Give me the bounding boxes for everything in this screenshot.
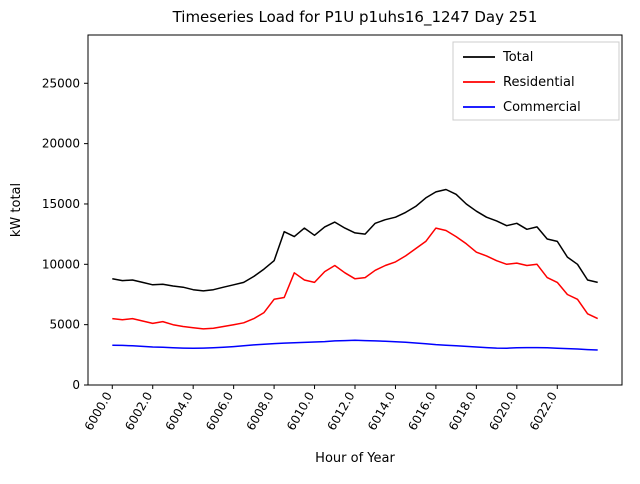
- series-line-residential: [112, 227, 599, 330]
- x-tick-label: 6018.0: [446, 390, 479, 433]
- x-tick-label: 6000.0: [82, 390, 115, 433]
- chart-title: Timeseries Load for P1U p1uhs16_1247 Day…: [172, 8, 538, 27]
- y-tick-label: 20000: [42, 137, 80, 151]
- x-tick-label: 6008.0: [244, 390, 277, 433]
- y-tick-label: 15000: [42, 197, 80, 211]
- legend-label-commercial: Commercial: [503, 100, 581, 115]
- legend-label-total: Total: [502, 50, 533, 65]
- y-axis-label: kW total: [9, 183, 24, 237]
- series-line-total: [112, 188, 598, 292]
- x-tick-label: 6020.0: [486, 390, 519, 433]
- legend-label-residential: Residential: [503, 75, 575, 90]
- x-tick-label: 6012.0: [324, 390, 357, 433]
- x-tick-label: 6016.0: [405, 390, 438, 433]
- x-axis-label: Hour of Year: [315, 451, 395, 466]
- y-tick-label: 0: [72, 378, 80, 392]
- x-tick-label: 6004.0: [163, 390, 196, 433]
- x-tick-label: 6002.0: [122, 390, 155, 433]
- x-tick-label: 6014.0: [365, 390, 398, 433]
- x-tick-label: 6006.0: [203, 390, 236, 433]
- y-tick-label: 5000: [49, 318, 80, 332]
- series-line-commercial: [112, 339, 598, 351]
- data-series: [112, 188, 599, 351]
- legend: Total Residential Commercial: [452, 41, 620, 121]
- y-tick-label: 10000: [42, 257, 80, 271]
- y-tick-label: 25000: [42, 76, 80, 90]
- x-tick-label: 6010.0: [284, 390, 317, 433]
- x-tick-label: 6022.0: [527, 390, 560, 433]
